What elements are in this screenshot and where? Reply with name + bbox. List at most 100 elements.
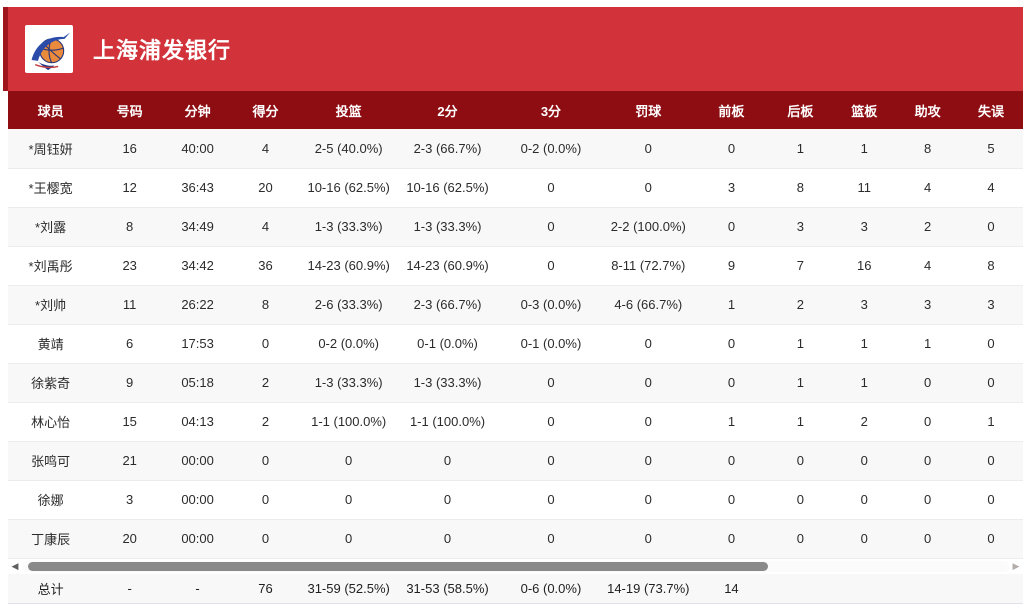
- stat-cell: 16: [832, 246, 897, 286]
- stat-cell: 4: [896, 168, 960, 208]
- stat-cell: 8: [93, 207, 167, 247]
- column-header-2: 号码: [93, 91, 167, 129]
- stat-cell: 36: [229, 246, 303, 286]
- totals-stat-cell: -: [93, 573, 167, 604]
- horizontal-scrollbar[interactable]: ◀ ▶: [8, 558, 1023, 574]
- stat-cell: 23: [93, 246, 167, 286]
- stat-cell: 0: [602, 363, 695, 403]
- stat-cell: 0: [499, 519, 603, 559]
- stat-cell: 0: [395, 480, 500, 520]
- stat-cell: 0: [832, 441, 897, 481]
- scrollbar-left-arrow-icon[interactable]: ◀: [11, 560, 19, 571]
- stat-cell: 0: [896, 363, 960, 403]
- stat-cell: 0: [959, 207, 1023, 247]
- stat-cell: 0: [694, 324, 769, 364]
- stat-cell: 34:49: [166, 207, 230, 247]
- stat-cell: 21: [93, 441, 167, 481]
- column-header-6: 2分: [395, 91, 500, 129]
- player-row: *刘帅 11 26:22 8 2-6 (33.3%) 2-3 (66.7%) 0-3 (0.…: [8, 285, 1023, 325]
- column-header-13: 失误: [959, 91, 1023, 129]
- stat-cell: 11: [832, 168, 897, 208]
- stat-cell: 9: [93, 363, 167, 403]
- stat-cell: 0: [229, 324, 303, 364]
- stat-cell: 15: [93, 402, 167, 442]
- stat-cell: 40:00: [166, 129, 230, 169]
- stat-cell: 1: [768, 402, 833, 442]
- totals-stat-cell: [832, 573, 897, 604]
- stat-cell: 0: [602, 441, 695, 481]
- scrollbar-track[interactable]: [22, 560, 1009, 572]
- stat-cell: 1: [832, 129, 897, 169]
- stat-cell: 8: [896, 129, 960, 169]
- player-row: *刘露 8 34:49 4 1-3 (33.3%) 1-3 (33.3%) 0 2-2 (10…: [8, 207, 1023, 247]
- stat-cell: 3: [93, 480, 167, 520]
- stats-table: 球员 号码 分钟 得分 投篮 2分 3分 罚球 前板 后板 篮板 助攻 失误 *周钰妍 16 40:00 4 2…: [8, 91, 1023, 559]
- stat-cell: 0: [229, 519, 303, 559]
- team-logo: [25, 25, 73, 73]
- totals-stat-cell: 76: [229, 573, 303, 604]
- player-name-cell: *刘禹彤: [8, 246, 94, 286]
- stat-cell: 0-2 (0.0%): [302, 324, 396, 364]
- totals-stat-cell: [768, 573, 833, 604]
- stat-cell: 0: [832, 480, 897, 520]
- stat-cell: 0-3 (0.0%): [499, 285, 603, 325]
- column-header-10: 后板: [768, 91, 833, 129]
- column-header-12: 助攻: [896, 91, 960, 129]
- stat-cell: 1: [896, 324, 960, 364]
- stat-cell: 0: [896, 480, 960, 520]
- team-title: 上海浦发银行: [93, 38, 232, 63]
- stat-cell: 1: [768, 363, 833, 403]
- player-name-cell: 林心怡: [8, 402, 94, 442]
- stat-cell: 1: [768, 324, 833, 364]
- totals-table: 总计 - -76 31-59 (52.5%) 31-53 (58.5%) 0-6 (0.0…: [8, 573, 1023, 604]
- stat-cell: 3: [768, 207, 833, 247]
- stat-cell: 1-1 (100.0%): [395, 402, 500, 442]
- stat-cell: 0: [694, 480, 769, 520]
- stat-cell: 16: [93, 129, 167, 169]
- player-name-cell: *刘露: [8, 207, 94, 247]
- stat-cell: 0: [694, 207, 769, 247]
- player-row: *周钰妍 16 40:00 4 2-5 (40.0%) 2-3 (66.7%) 0-2 (0…: [8, 129, 1023, 169]
- player-name-cell: 张鸣可: [8, 441, 94, 481]
- stat-cell: 0: [602, 402, 695, 442]
- scrollbar-right-arrow-icon[interactable]: ▶: [1012, 560, 1020, 571]
- stat-cell: 0: [896, 519, 960, 559]
- stat-cell: 0: [959, 480, 1023, 520]
- stat-cell: 4: [959, 168, 1023, 208]
- totals-stat-cell: [959, 573, 1023, 604]
- stat-cell: 34:42: [166, 246, 230, 286]
- stat-cell: 05:18: [166, 363, 230, 403]
- totals-stat-cell: 31-59 (52.5%): [302, 573, 396, 604]
- stat-cell: 0: [499, 441, 603, 481]
- stat-cell: 3: [832, 207, 897, 247]
- scrollbar-thumb[interactable]: [28, 561, 769, 571]
- stat-cell: 2: [832, 402, 897, 442]
- stat-cell: 0: [602, 519, 695, 559]
- stat-cell: 0: [768, 441, 833, 481]
- stat-cell: 0: [602, 168, 695, 208]
- totals-stat-cell: 31-53 (58.5%): [395, 573, 500, 604]
- player-row: 黄靖 6 17:53 0 0-2 (0.0%) 0-1 (0.0%) 0-1 (0.0%) 0…: [8, 324, 1023, 364]
- totals-label-cell: 总计: [8, 573, 94, 604]
- stat-cell: 0: [499, 207, 603, 247]
- stat-cell: 1-3 (33.3%): [395, 207, 500, 247]
- player-name-cell: 徐娜: [8, 480, 94, 520]
- stat-cell: 0: [896, 402, 960, 442]
- stat-cell: 0: [499, 168, 603, 208]
- stat-cell: 12: [93, 168, 167, 208]
- player-name-cell: *刘帅: [8, 285, 94, 325]
- stat-cell: 4: [896, 246, 960, 286]
- column-header-1: 球员: [8, 91, 94, 129]
- stat-cell: 2: [229, 363, 303, 403]
- stat-cell: 0-1 (0.0%): [499, 324, 603, 364]
- stat-cell: 2-6 (33.3%): [302, 285, 396, 325]
- stat-cell: 00:00: [166, 519, 230, 559]
- column-header-5: 投篮: [302, 91, 396, 129]
- stat-cell: 00:00: [166, 480, 230, 520]
- player-row: 林心怡 15 04:13 2 1-1 (100.0%) 1-1 (100.0%) 0 0 1 1 2…: [8, 402, 1023, 442]
- header-row: 球员 号码 分钟 得分 投篮 2分 3分 罚球 前板 后板 篮板 助攻 失误: [8, 91, 1023, 129]
- player-row: *刘禹彤 23 34:42 36 14-23 (60.9%) 14-23 (60.9%) 0…: [8, 246, 1023, 286]
- stat-cell: 8: [768, 168, 833, 208]
- stat-cell: 1: [959, 402, 1023, 442]
- column-header-11: 篮板: [832, 91, 897, 129]
